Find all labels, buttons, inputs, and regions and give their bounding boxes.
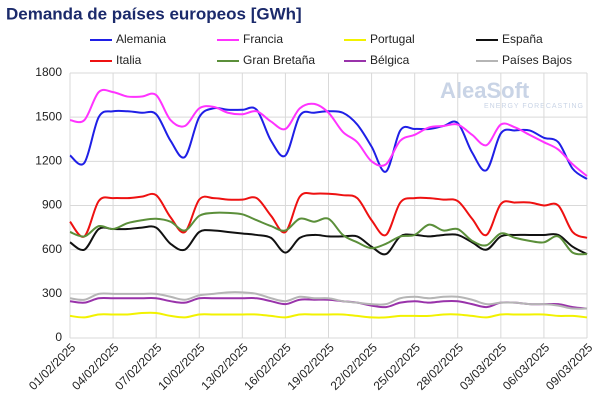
y-tick-label: 1500 [35, 109, 62, 123]
x-tick-label: 09/03/2025 [543, 340, 596, 393]
watermark-tagline: ENERGY FORECASTING [484, 103, 584, 110]
series-line [69, 291, 588, 310]
series-line [69, 88, 588, 177]
series-line [69, 106, 588, 180]
y-tick-label: 300 [42, 286, 62, 300]
legend-label: Francia [243, 32, 283, 46]
chart-title: Demanda de países europeos [GWh] [6, 4, 302, 23]
y-tick-label: 0 [55, 330, 62, 344]
series-line [69, 225, 588, 256]
y-tick-label: 900 [42, 198, 62, 212]
y-tick-label: 1800 [35, 65, 62, 79]
y-tick-label: 1200 [35, 154, 62, 168]
legend-label: Italia [116, 53, 142, 67]
series-line [69, 191, 588, 239]
watermark-name: AleaSoft [440, 78, 530, 103]
series-line [69, 311, 588, 319]
legend-label: Gran Bretaña [243, 53, 315, 67]
legend-label: España [502, 32, 543, 46]
series-line [69, 211, 588, 256]
y-tick-label: 600 [42, 242, 62, 256]
legend-label: Bélgica [370, 53, 410, 67]
legend-label: Alemania [116, 32, 166, 46]
legend-label: Portugal [370, 32, 415, 46]
legend-label: Países Bajos [502, 53, 572, 67]
